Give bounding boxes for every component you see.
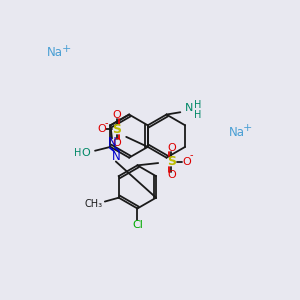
Text: H: H — [74, 148, 82, 158]
Text: S: S — [167, 155, 176, 168]
Text: Na: Na — [229, 126, 245, 139]
Text: S: S — [112, 123, 122, 136]
Text: -: - — [104, 118, 108, 128]
Text: +: + — [61, 44, 71, 54]
Text: O: O — [97, 124, 106, 134]
Text: O: O — [167, 170, 176, 180]
Text: O: O — [167, 143, 176, 153]
Text: N: N — [108, 136, 116, 149]
Text: H: H — [194, 110, 202, 119]
Text: N: N — [112, 150, 120, 163]
Text: O: O — [112, 138, 122, 148]
Text: H: H — [194, 100, 202, 110]
Text: O: O — [81, 148, 90, 158]
Text: Cl: Cl — [132, 220, 143, 230]
Text: CH₃: CH₃ — [84, 199, 102, 209]
Text: Na: Na — [47, 46, 63, 59]
Text: O: O — [112, 110, 122, 120]
Text: O: O — [182, 157, 191, 166]
Text: -: - — [190, 150, 193, 160]
Text: N: N — [185, 103, 194, 113]
Text: +: + — [243, 123, 252, 134]
